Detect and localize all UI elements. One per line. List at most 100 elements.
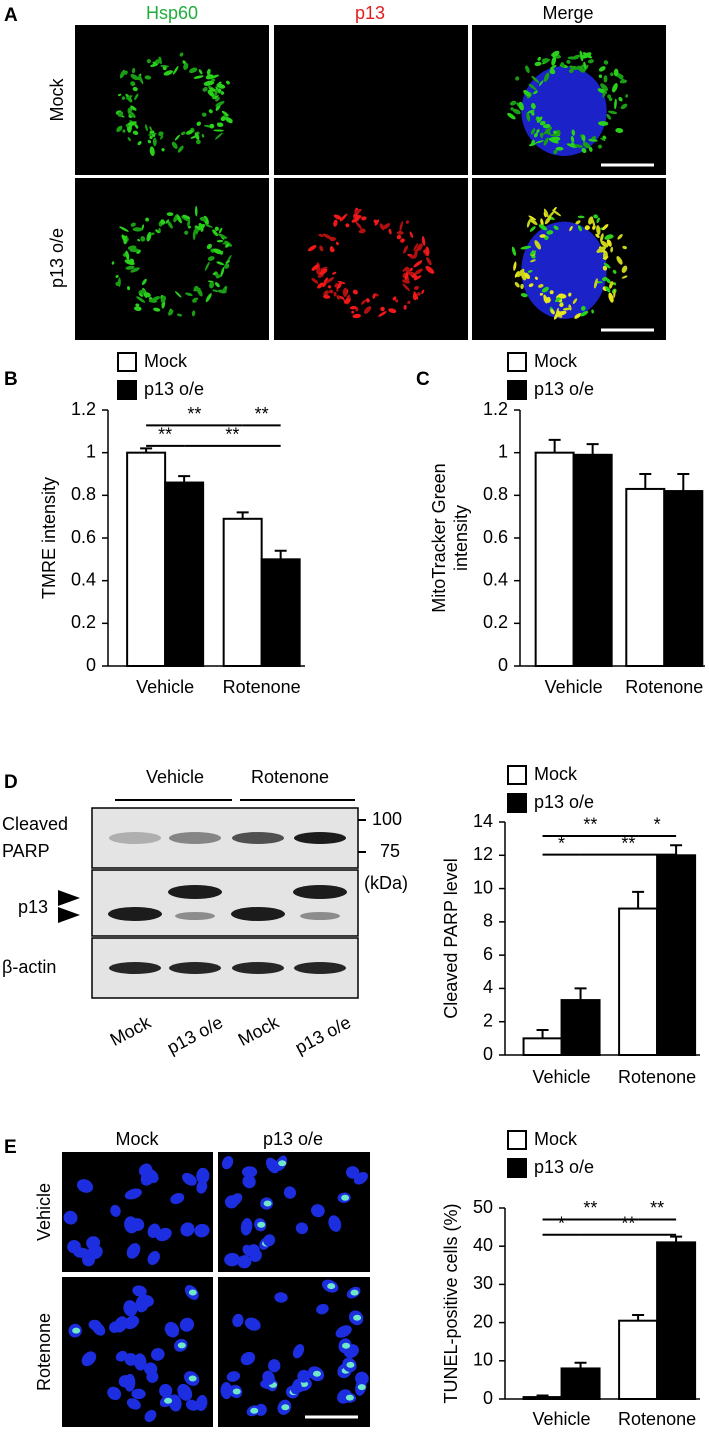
cell-nucleus [159,1383,173,1398]
mitochondrion [524,272,531,280]
bar [522,1396,563,1400]
mitochondrion [603,75,608,83]
mitochondrion [591,309,594,314]
mitochondrion [215,86,221,94]
cell-nucleus [76,1179,94,1193]
mitochondrion [605,286,611,293]
mitochondrion [539,120,546,126]
mitochondrion [132,86,138,92]
error-bar [586,443,599,455]
cell-nucleus [180,1222,195,1237]
tunel-signal [164,1397,173,1404]
panel-label: D [4,772,18,793]
mitochondrion [583,61,587,70]
significance-label: ** [187,404,201,424]
mitochondrion [203,80,215,86]
mitochondrion [421,235,426,246]
mitochondrion [606,278,611,284]
mitochondrion [121,96,126,100]
cell-nucleus [107,1386,122,1401]
y-tick-label: 1 [86,441,96,461]
bar [126,451,167,667]
x-tick-label: Rotenone [618,1409,696,1429]
mitochondrion [416,292,421,296]
legend-swatch [507,793,527,813]
cell-nucleus [220,1382,233,1400]
x-tick-label: Vehicle [545,677,603,697]
mitochondrion [143,292,151,298]
mitochondrion [527,270,533,273]
cell-nucleus [170,1193,185,1205]
mitochondrion [327,285,332,289]
y-tick-label: 0.2 [71,612,96,632]
legend-swatch [507,1130,527,1150]
significance-label: ** [255,404,269,424]
error-bar [536,1394,549,1398]
blot-row-label: Cleaved [2,814,68,834]
mitochondrion [535,140,544,144]
mitochondrion [212,248,223,255]
micrograph [62,1277,213,1427]
mitochondrion [122,129,126,133]
mitochondrion [425,246,430,257]
mitochondrion [205,293,212,303]
image-background [75,25,269,175]
mitochondrion [352,289,358,295]
cell-nucleus [335,1325,352,1338]
mitochondrion [149,146,155,157]
y-tick-label: 0 [483,1388,493,1408]
mitochondrion [507,112,516,120]
mitochondrion [323,294,331,299]
mitochondrion [214,226,219,231]
mitochondrion [510,107,514,111]
mitochondrion [509,100,517,106]
mitochondrion [528,283,534,288]
x-tick-label: Rotenone [223,677,301,697]
mitochondrion [396,234,402,240]
mitochondrion [526,219,531,228]
mitochondrion [160,219,166,225]
mitochondrion [613,282,617,286]
mitochondrion [514,271,520,278]
tunel-signal [327,1283,336,1290]
mitochondrion [520,283,524,290]
column-label: Hsp60 [146,3,198,23]
cell-nucleus [126,1243,141,1259]
mitochondrion [539,293,544,296]
mitochondrion [591,218,596,229]
mitochondrion [396,230,404,235]
cell-nucleus [124,1352,138,1366]
tunel-signal [278,1160,287,1167]
mitochondrion [404,271,409,281]
panel-label: A [4,5,18,26]
mitochondrion [603,60,609,65]
mitochondrion [601,224,609,231]
mitochondrion [581,52,592,59]
mitochondrion [616,256,623,265]
cell-nucleus [328,1215,342,1232]
bar [260,558,301,667]
mitochondrion [405,220,410,224]
blot-band [300,912,340,920]
mitochondrion [225,260,230,264]
y-axis-label: TMRE intensity [39,477,59,599]
mitochondrion [127,110,136,118]
mitochondrion [208,109,213,114]
cell-nucleus [143,1362,158,1376]
mitochondrion [552,209,562,217]
cell-nucleus [124,1188,142,1200]
row-label: p13 o/e [47,228,67,288]
mitochondrion [345,223,350,228]
mitochondrion [588,146,593,152]
cell-nucleus [144,1409,157,1422]
legend-label: Mock [534,351,578,371]
mitochondrion [559,302,564,307]
tunel-signal [250,1407,259,1414]
tunel-signal [188,1289,197,1296]
mitochondrion [336,288,339,292]
mitochondrion [530,85,534,88]
mitochondrion [193,75,204,79]
mitochondrion [421,289,425,295]
mitochondrion [140,290,146,295]
